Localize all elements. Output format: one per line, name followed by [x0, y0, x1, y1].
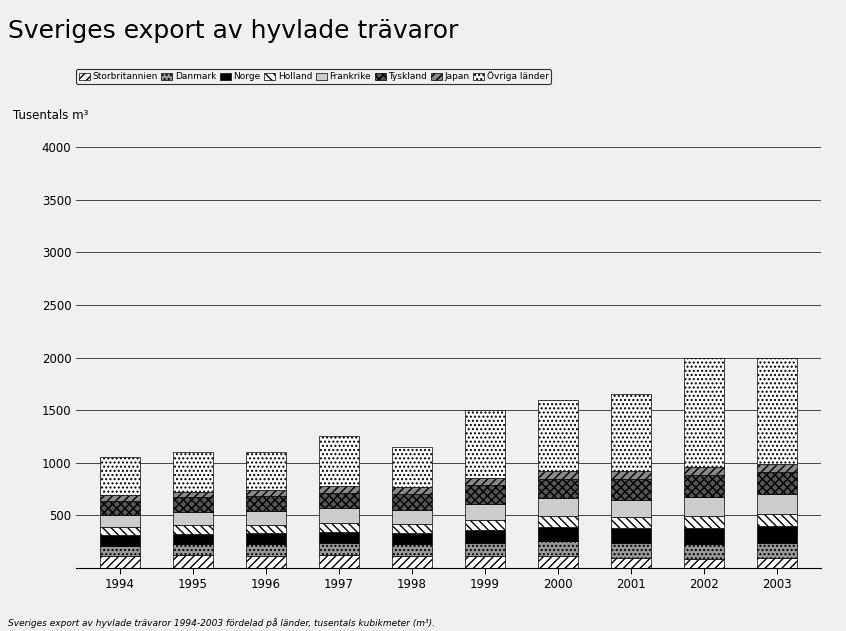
- Bar: [319, 437, 359, 487]
- Bar: [757, 471, 797, 494]
- Bar: [464, 520, 505, 530]
- Bar: [246, 556, 286, 568]
- Bar: [757, 526, 797, 543]
- Bar: [464, 410, 505, 478]
- Bar: [757, 558, 797, 568]
- Bar: [319, 493, 359, 509]
- Bar: [173, 492, 213, 497]
- Bar: [173, 534, 213, 544]
- Bar: [757, 464, 797, 472]
- Bar: [173, 497, 213, 512]
- Bar: [611, 394, 651, 471]
- Legend: Storbritannien, Danmark, Norge, Holland, Frankrike, Tyskland, Japan, Övriga länd: Storbritannien, Danmark, Norge, Holland,…: [76, 69, 551, 84]
- Bar: [100, 515, 140, 528]
- Bar: [100, 500, 140, 515]
- Bar: [319, 509, 359, 522]
- Bar: [392, 524, 432, 533]
- Bar: [392, 447, 432, 487]
- Bar: [392, 533, 432, 544]
- Bar: [538, 471, 578, 478]
- Bar: [757, 514, 797, 526]
- Bar: [684, 560, 724, 568]
- Bar: [538, 399, 578, 471]
- Bar: [173, 555, 213, 568]
- Bar: [100, 495, 140, 500]
- Bar: [100, 557, 140, 568]
- Bar: [246, 544, 286, 556]
- Bar: [538, 527, 578, 541]
- Text: Sveriges export av hyvlade trävaror 1994-2003 fördelad på länder, tusentals kubi: Sveriges export av hyvlade trävaror 1994…: [8, 618, 436, 628]
- Bar: [464, 530, 505, 543]
- Bar: [538, 516, 578, 527]
- Bar: [684, 528, 724, 544]
- Bar: [464, 557, 505, 568]
- Bar: [538, 556, 578, 568]
- Bar: [757, 543, 797, 558]
- Bar: [684, 516, 724, 528]
- Bar: [100, 546, 140, 557]
- Bar: [173, 452, 213, 492]
- Bar: [611, 529, 651, 543]
- Bar: [319, 555, 359, 568]
- Bar: [684, 475, 724, 497]
- Bar: [246, 511, 286, 525]
- Bar: [611, 558, 651, 568]
- Bar: [392, 510, 432, 524]
- Bar: [100, 457, 140, 495]
- Bar: [100, 535, 140, 546]
- Text: Tusentals m³: Tusentals m³: [13, 109, 88, 122]
- Bar: [392, 487, 432, 493]
- Bar: [611, 517, 651, 529]
- Bar: [246, 452, 286, 490]
- Bar: [464, 543, 505, 557]
- Bar: [611, 543, 651, 558]
- Text: Sveriges export av hyvlade trävaror: Sveriges export av hyvlade trävaror: [8, 19, 459, 43]
- Bar: [173, 512, 213, 525]
- Bar: [538, 498, 578, 516]
- Bar: [538, 541, 578, 556]
- Bar: [319, 531, 359, 543]
- Bar: [611, 478, 651, 500]
- Bar: [464, 504, 505, 520]
- Bar: [464, 478, 505, 485]
- Bar: [319, 543, 359, 555]
- Bar: [246, 533, 286, 544]
- Bar: [319, 487, 359, 493]
- Bar: [246, 496, 286, 511]
- Bar: [392, 493, 432, 510]
- Bar: [757, 494, 797, 514]
- Bar: [684, 544, 724, 560]
- Bar: [684, 358, 724, 467]
- Bar: [173, 544, 213, 555]
- Bar: [392, 557, 432, 568]
- Bar: [538, 478, 578, 498]
- Bar: [684, 467, 724, 475]
- Bar: [611, 471, 651, 478]
- Bar: [173, 525, 213, 534]
- Bar: [611, 500, 651, 517]
- Bar: [392, 544, 432, 557]
- Bar: [464, 485, 505, 504]
- Bar: [684, 497, 724, 516]
- Bar: [319, 522, 359, 531]
- Bar: [757, 358, 797, 464]
- Bar: [246, 525, 286, 533]
- Bar: [100, 528, 140, 535]
- Bar: [246, 490, 286, 496]
